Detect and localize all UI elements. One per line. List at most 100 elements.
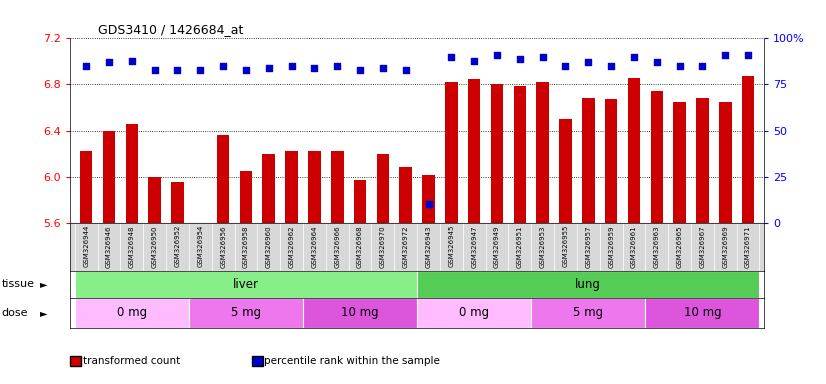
Point [650, 59, 663, 65]
Point [330, 63, 344, 69]
Point [444, 54, 458, 60]
Bar [80, 151, 93, 223]
Bar [673, 102, 686, 223]
Point [628, 54, 641, 60]
Bar [149, 177, 161, 223]
Bar [651, 91, 663, 223]
Point [742, 52, 755, 58]
Text: GSM326953: GSM326953 [539, 225, 546, 268]
Bar [445, 82, 458, 223]
Text: GSM326967: GSM326967 [700, 225, 705, 268]
Bar [536, 82, 549, 223]
Text: 0 mg: 0 mg [116, 306, 147, 319]
Text: lung: lung [576, 278, 601, 291]
Bar [422, 175, 434, 223]
Text: ►: ► [40, 279, 47, 289]
Point [216, 63, 230, 69]
Point [673, 63, 686, 69]
Text: GSM326951: GSM326951 [517, 225, 523, 268]
Bar [217, 135, 230, 223]
Point [491, 52, 504, 58]
Bar [400, 167, 412, 223]
Text: ►: ► [40, 308, 47, 318]
Text: GSM326964: GSM326964 [311, 225, 317, 268]
Bar [742, 76, 754, 223]
Bar [331, 151, 344, 223]
Bar [171, 182, 183, 223]
Text: GSM326968: GSM326968 [357, 225, 363, 268]
Text: GSM326970: GSM326970 [380, 225, 386, 268]
Text: liver: liver [233, 278, 259, 291]
Point [513, 56, 526, 62]
Bar [194, 223, 206, 226]
Bar [377, 154, 389, 223]
Point [536, 54, 549, 60]
Bar [75, 271, 417, 298]
Text: GSM326956: GSM326956 [220, 225, 226, 268]
Point [354, 67, 367, 73]
Text: GSM326960: GSM326960 [266, 225, 272, 268]
Point [422, 201, 435, 207]
Text: GSM326944: GSM326944 [83, 225, 89, 268]
Text: GSM326963: GSM326963 [653, 225, 660, 268]
Bar [417, 271, 759, 298]
Text: GSM326948: GSM326948 [129, 225, 135, 268]
Text: transformed count: transformed count [83, 356, 180, 366]
Point [262, 65, 275, 71]
Text: GSM326952: GSM326952 [174, 225, 181, 268]
Point [308, 65, 321, 71]
Bar [531, 298, 645, 328]
Text: 0 mg: 0 mg [459, 306, 489, 319]
Point [102, 59, 116, 65]
Point [605, 63, 618, 69]
Bar [468, 79, 481, 223]
Text: 10 mg: 10 mg [341, 306, 379, 319]
Bar [559, 119, 572, 223]
Bar [189, 298, 303, 328]
Bar [240, 171, 252, 223]
Point [377, 65, 390, 71]
Point [559, 63, 572, 69]
Text: GSM326949: GSM326949 [494, 225, 500, 268]
Text: GSM326971: GSM326971 [745, 225, 751, 268]
Bar [719, 102, 732, 223]
Text: 5 mg: 5 mg [573, 306, 603, 319]
Bar [491, 84, 503, 223]
Point [126, 58, 139, 64]
Text: GSM326946: GSM326946 [106, 225, 112, 268]
Point [240, 67, 253, 73]
Bar [102, 131, 116, 223]
Bar [417, 298, 531, 328]
Bar [263, 154, 275, 223]
Text: percentile rank within the sample: percentile rank within the sample [264, 356, 440, 366]
Text: GSM326961: GSM326961 [631, 225, 637, 268]
Text: GSM326950: GSM326950 [152, 225, 158, 268]
Text: GSM326958: GSM326958 [243, 225, 249, 268]
Text: 10 mg: 10 mg [684, 306, 721, 319]
Point [79, 63, 93, 69]
Bar [126, 124, 138, 223]
Bar [285, 151, 298, 223]
Bar [75, 298, 189, 328]
Bar [645, 298, 759, 328]
Text: 5 mg: 5 mg [231, 306, 261, 319]
Text: GSM326954: GSM326954 [197, 225, 203, 268]
Bar [582, 98, 595, 223]
Bar [696, 98, 709, 223]
Bar [308, 151, 320, 223]
Text: GSM326969: GSM326969 [722, 225, 729, 268]
Point [719, 52, 732, 58]
Text: GSM326966: GSM326966 [335, 225, 340, 268]
Bar [514, 86, 526, 223]
Text: GSM326965: GSM326965 [676, 225, 682, 268]
Point [171, 67, 184, 73]
Text: GSM326962: GSM326962 [288, 225, 295, 268]
Bar [354, 180, 367, 223]
Text: GSM326943: GSM326943 [425, 225, 431, 268]
Point [148, 67, 161, 73]
Text: GSM326957: GSM326957 [586, 225, 591, 268]
Text: GSM326959: GSM326959 [608, 225, 615, 268]
Text: tissue: tissue [2, 279, 35, 289]
Point [695, 63, 709, 69]
Bar [303, 298, 417, 328]
